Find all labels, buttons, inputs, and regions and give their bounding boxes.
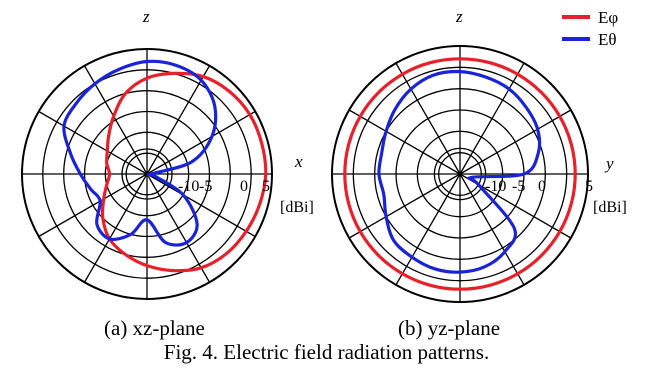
angular-gridline: [146, 173, 211, 283]
radial-tick-label: 0: [538, 178, 546, 195]
angular-gridline: [38, 110, 148, 175]
series-line-etheta: [62, 59, 218, 247]
axis-label-z: z: [455, 7, 463, 26]
angular-gridline: [146, 173, 256, 238]
radial-unit-label: [dBi]: [593, 199, 627, 216]
series-line-ephi: [343, 57, 577, 291]
axis-label-x: x: [294, 152, 303, 171]
angular-gridline: [459, 109, 572, 175]
angular-gridline: [459, 62, 525, 175]
angular-gridline: [146, 65, 211, 175]
radial-tick-label: -5: [512, 178, 525, 195]
legend: Eφ Eθ: [562, 8, 618, 49]
radial-tick-label: 5: [585, 178, 593, 195]
radial-tick-label: -10: [178, 178, 199, 195]
radial-tick-label: 5: [262, 178, 270, 195]
legend-entry: Eθ: [598, 30, 617, 49]
figure-caption: Fig. 4. Electric field radiation pattern…: [163, 340, 490, 364]
angular-gridline: [395, 62, 461, 175]
axis-label-y: y: [604, 154, 614, 173]
axis-label-z: z: [142, 7, 150, 26]
radial-unit-label: [dBi]: [280, 199, 314, 216]
series-line-ephi: [100, 71, 268, 273]
angular-gridline: [459, 173, 525, 286]
legend-entry: Eφ: [598, 8, 618, 27]
polar-plot-xz: z x -10 -5 0 5 [dBi]: [21, 7, 314, 300]
angular-gridline: [38, 173, 148, 238]
angular-gridline: [83, 173, 148, 283]
radial-tick-label: -10: [485, 178, 506, 195]
radial-tick-label: 0: [240, 178, 248, 195]
radial-tick-label: -5: [199, 178, 212, 195]
subplot-b-caption: (b) yz-plane: [398, 316, 501, 340]
series-line-etheta: [377, 69, 542, 274]
angular-gridline: [395, 173, 461, 286]
angular-gridline: [348, 173, 461, 239]
angular-gridline: [146, 110, 256, 175]
polar-plot-yz: z y -10 -5 0 5[dBi]: [331, 7, 627, 303]
angular-gridline: [348, 109, 461, 175]
subplot-a-caption: (a) xz-plane: [104, 316, 205, 340]
